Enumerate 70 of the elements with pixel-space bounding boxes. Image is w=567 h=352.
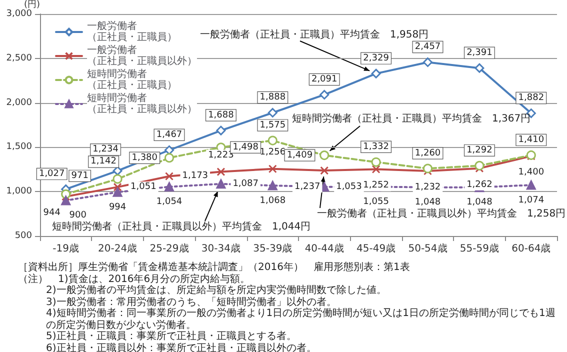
data-label: 1,575 <box>260 120 286 130</box>
data-label: 2,329 <box>363 53 390 64</box>
x-tick-label: 50-54歳 <box>408 242 448 254</box>
y-tick-label: 1,500 <box>6 142 32 152</box>
y-tick-label: 2,500 <box>6 53 32 64</box>
data-label: 1,410 <box>518 134 544 145</box>
text: 4)短時間労働者：同一事業所の一般の労働者より1日の所定労働時間が短い又は1日の所定労働時間が同じでも1週の所定労働日数が少ない労働者。 <box>45 308 556 330</box>
legend-label: 一般労働者（正社員・正職員） <box>87 20 177 43</box>
data-label: 1,027 <box>38 168 65 179</box>
data-label: 1,054 <box>156 197 182 208</box>
data-label: 1,234 <box>92 144 119 155</box>
y-tick-label: 1,000 <box>6 186 32 197</box>
annotation: 一般労働者（正社員・正職員以外）平均賃金 1,258円 <box>317 208 566 220</box>
data-label: 1,252 <box>363 180 389 191</box>
data-label: 1,292 <box>466 145 492 156</box>
data-label: 1,142 <box>90 156 116 167</box>
annotation: 短時間労働者（正社員・正職員以外）平均賃金 1,044円 <box>52 220 311 232</box>
data-label: 1,053 <box>336 182 362 192</box>
x-tick-label: -19歳 <box>52 242 80 254</box>
y-axis-title: (円) <box>24 0 40 10</box>
data-label: 1,882 <box>518 93 544 104</box>
x-tick-label: 60-64歳 <box>512 242 551 254</box>
text: 5)正社員・正職員：事業所で正社員・正職員とする者。 <box>45 331 298 342</box>
legend-label: 短時間労働者（正社員・正職員以外） <box>87 92 197 115</box>
data-label: 994 <box>108 202 126 212</box>
data-label: 1,409 <box>286 150 313 160</box>
annotation: 一般労働者（正社員・正職員）平均賃金 1,958円 <box>200 28 429 40</box>
data-label: 1,068 <box>260 196 286 206</box>
data-label: 1,467 <box>156 130 182 140</box>
text: 2)一般労働者の平均賃金は、所定給与額を所定内実労働時間数で除した値。 <box>45 285 388 296</box>
data-label: 1,380 <box>132 152 158 163</box>
data-label: 1,237 <box>294 182 320 192</box>
y-tick-label: 500 <box>14 231 32 241</box>
data-label: 1,048 <box>466 198 493 208</box>
data-label: 900 <box>69 210 87 221</box>
data-label: 1,055 <box>363 196 389 207</box>
data-label: 1,074 <box>518 195 544 206</box>
x-tick-label: 45-49歳 <box>356 242 396 254</box>
x-tick-label: 25-29歳 <box>150 242 189 254</box>
annotation: 短時間労働者（正社員・正職員）平均賃金 1,367円 <box>292 112 531 124</box>
data-label: 944 <box>43 208 61 218</box>
data-label: 1,173 <box>182 171 208 182</box>
x-tick-label: 55-59歳 <box>460 242 499 254</box>
data-label: 1,332 <box>363 142 389 152</box>
data-label: 1,498 <box>232 142 259 152</box>
data-label: 2,457 <box>414 42 441 52</box>
data-label: 1,688 <box>208 110 234 120</box>
text: 3)一般労働者：常用労働者のうち、「短時間労働者」以外の者。 <box>45 296 338 308</box>
legend-label: 一般労働者（正社員・正職員以外） <box>87 44 197 67</box>
data-label: 1,888 <box>260 92 286 102</box>
text: （注） 1)賃金は、2016年6月分の所定内給与額。 <box>18 274 252 284</box>
x-tick-label: 35-39歳 <box>253 242 292 254</box>
data-label: 971 <box>71 170 88 181</box>
data-label: 2,391 <box>466 48 492 58</box>
data-label: 2,091 <box>311 74 338 84</box>
legend-label: 短時間労働者（正社員・正職員） <box>87 68 177 91</box>
x-tick-label: 30-34歳 <box>201 242 240 254</box>
data-label: 1,262 <box>466 180 492 190</box>
text: ［資料出所］厚生労働省「賃金構造基本統計調査」（2016年） 雇用形態別表：第1表 <box>18 262 411 274</box>
y-tick-label: 2,000 <box>6 98 32 108</box>
y-tick-label: 3,000 <box>6 9 32 19</box>
text: 6)正社員・正職員以外：事業所で正社員・正職員以外の者。 <box>45 342 318 352</box>
data-label: 1,051 <box>130 182 156 192</box>
data-label: 1,048 <box>414 198 441 208</box>
data-label: 1,260 <box>414 148 441 158</box>
data-label: 1,256 <box>260 147 286 158</box>
x-tick-label: 40-44歳 <box>304 242 344 254</box>
x-tick-label: 20-24歳 <box>98 242 138 254</box>
data-label: 1,400 <box>518 168 544 178</box>
data-label: 1,087 <box>232 178 258 189</box>
